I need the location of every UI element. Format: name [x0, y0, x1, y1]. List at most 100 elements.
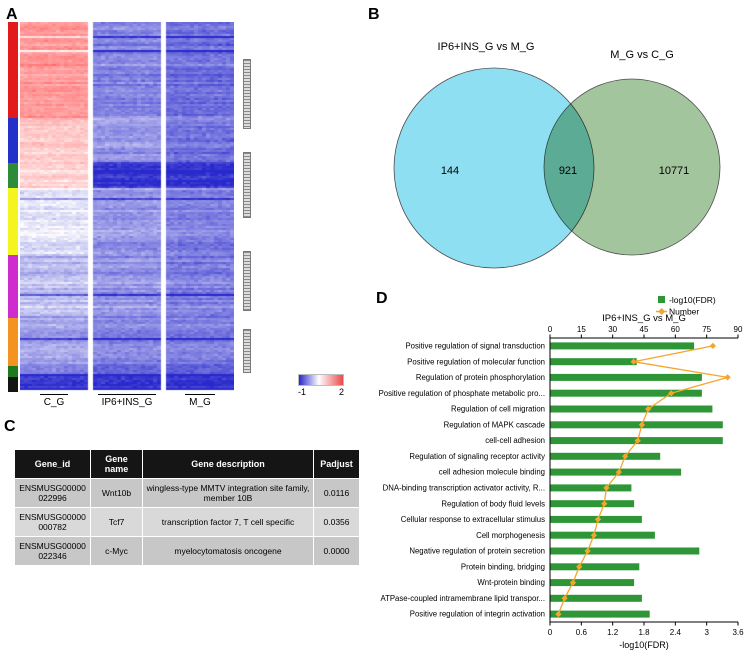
fdr-bar — [550, 421, 723, 429]
top-axis-tick-label: 0 — [548, 325, 553, 334]
heatmap — [20, 22, 234, 392]
table-header-row: Gene_id Gene name Gene description Padju… — [14, 449, 360, 479]
number-marker — [603, 484, 610, 492]
go-category-label: ATPase-coupled intramembrane lipid trans… — [380, 594, 545, 603]
go-category-label: Regulation of cell migration — [451, 405, 545, 414]
table-cell-gene-name: c-Myc — [90, 536, 143, 566]
table-cell-description: transcription factor 7, T cell specific — [142, 507, 314, 537]
go-category-label: Positive regulation of phosphate metabol… — [379, 389, 545, 398]
bottom-axis-tick-label: 0 — [548, 628, 553, 637]
fdr-bar — [550, 452, 661, 460]
panel-c-label: C — [4, 418, 16, 435]
heatmap-row-annotation — [8, 22, 18, 392]
table-header-gene-id: Gene_id — [14, 449, 91, 479]
go-category-label: cell adhesion molecule binding — [439, 468, 545, 477]
go-category-label: Regulation of protein phosphorylation — [416, 373, 545, 382]
heatmap-column-labels: C_G IP6+INS_G M_G — [20, 394, 234, 408]
fdr-bar — [550, 594, 642, 602]
panel-a-label: A — [6, 6, 18, 23]
number-line — [557, 345, 728, 615]
fdr-bar — [550, 389, 702, 397]
heatmap-colorbar: -1 2 — [298, 374, 344, 397]
table-row: ENSMUSG00000000782 Tcf7 transcription fact… — [14, 507, 360, 537]
cluster-color-segment — [8, 317, 18, 367]
cluster-color-segment — [8, 22, 18, 119]
bottom-axis-tick-label: 1.2 — [607, 628, 619, 637]
cluster-color-segment — [8, 377, 18, 392]
top-axis-tick-label: 15 — [577, 325, 586, 334]
go-category-label: Protein binding, bridging — [461, 562, 545, 571]
table-cell-padjust: 0.0116 — [313, 478, 360, 508]
colorbar-gradient — [298, 374, 344, 386]
fdr-bar — [550, 500, 635, 508]
go-category-label: Regulation of MAPK cascade — [444, 420, 545, 429]
go-category-label: DNA-binding transcription activator acti… — [383, 484, 545, 493]
heatmap-cluster-markers — [243, 22, 251, 392]
top-axis-tick-label: 90 — [734, 325, 743, 334]
heatmap-col-label-ip6: IP6+INS_G — [97, 394, 157, 408]
table-cell-gene-id: ENSMUSG00000022996 — [14, 478, 91, 508]
go-category-label: cell-cell adhesion — [485, 436, 545, 445]
fdr-bar — [550, 563, 640, 571]
table-row: ENSMUSG00000022346 c-Myc myelocytomatosis … — [14, 536, 360, 566]
gene-table: Gene_id Gene name Gene description Padju… — [14, 449, 360, 566]
bottom-axis-tick-label: 2.4 — [670, 628, 682, 637]
go-category-label: Cellular response to extracellular stimu… — [401, 515, 545, 524]
number-marker — [584, 547, 591, 555]
heatmap-column-ip6: IP6+INS_G — [93, 394, 161, 408]
gene-table-body: ENSMUSG00000022996 Wnt10b wingless-type MM… — [14, 478, 360, 566]
go-chart-title: IP6+INS_G vs M_G — [602, 313, 686, 324]
venn-right-count: 10771 — [659, 165, 690, 177]
venn-left-count: 144 — [441, 165, 459, 177]
venn-circle-right — [543, 78, 721, 256]
colorbar-labels: -1 2 — [298, 387, 344, 397]
fdr-bar — [550, 610, 650, 618]
table-header-description: Gene description — [142, 449, 314, 479]
cluster-color-segment — [8, 255, 18, 318]
top-axis-tick-label: 30 — [608, 325, 617, 334]
bottom-axis-tick-label: 3.6 — [732, 628, 744, 637]
cluster-marker-bar — [243, 59, 251, 130]
cluster-color-segment — [8, 162, 18, 189]
legend-fdr-marker — [658, 296, 665, 303]
bottom-axis-tick-label: 3 — [704, 628, 709, 637]
top-axis-tick-label: 75 — [702, 325, 711, 334]
fdr-bar — [550, 531, 655, 539]
heatmap-col-label-cg: C_G — [39, 394, 69, 408]
top-axis-tick-label: 45 — [640, 325, 649, 334]
cluster-marker-bar — [243, 251, 251, 311]
heatmap-column-cg: C_G — [20, 394, 88, 408]
go-category-label: Regulation of body fluid levels — [441, 499, 545, 508]
colorbar-min-label: -1 — [298, 387, 307, 397]
table-cell-padjust: 0.0000 — [313, 536, 360, 566]
fdr-bar — [550, 405, 713, 413]
fdr-bar — [550, 579, 635, 587]
go-category-label: Wnt-protein binding — [477, 578, 545, 587]
go-category-label: Positive regulation of molecular functio… — [407, 357, 545, 366]
table-cell-description: myelocytomatosis oncogene — [142, 536, 314, 566]
go-category-label: Cell morphogenesis — [476, 531, 545, 540]
bottom-axis-label: -log10(FDR) — [619, 640, 669, 650]
fdr-bar — [550, 342, 695, 350]
cluster-marker-bar — [243, 329, 251, 374]
cluster-color-segment — [8, 118, 18, 163]
table-cell-gene-name: Wnt10b — [90, 478, 143, 508]
venn-diagram: IP6+INS_G vs M_G M_G vs C_G 144 921 1077… — [393, 41, 721, 269]
go-category-label: Positive regulation of signal transducti… — [405, 342, 545, 351]
top-axis-tick-label: 60 — [671, 325, 680, 334]
legend-fdr-label: -log10(FDR) — [669, 295, 716, 305]
cluster-marker-bar — [243, 151, 251, 219]
fdr-bar — [550, 373, 702, 381]
number-marker — [724, 374, 731, 381]
cluster-color-segment — [8, 188, 18, 256]
table-cell-description: wingless-type MMTV integration site fami… — [142, 478, 314, 508]
bottom-axis-tick-label: 1.8 — [638, 628, 650, 637]
colorbar-max-label: 2 — [338, 387, 344, 397]
fdr-bar — [550, 484, 632, 492]
go-category-label: Positive regulation of integrin activati… — [410, 610, 545, 619]
legend-number-label: Number — [669, 307, 699, 317]
venn-left-title: IP6+INS_G vs M_G — [438, 41, 535, 53]
heatmap-col-label-mg: M_G — [185, 394, 215, 408]
go-category-label: Negative regulation of protein secretion — [409, 547, 545, 556]
